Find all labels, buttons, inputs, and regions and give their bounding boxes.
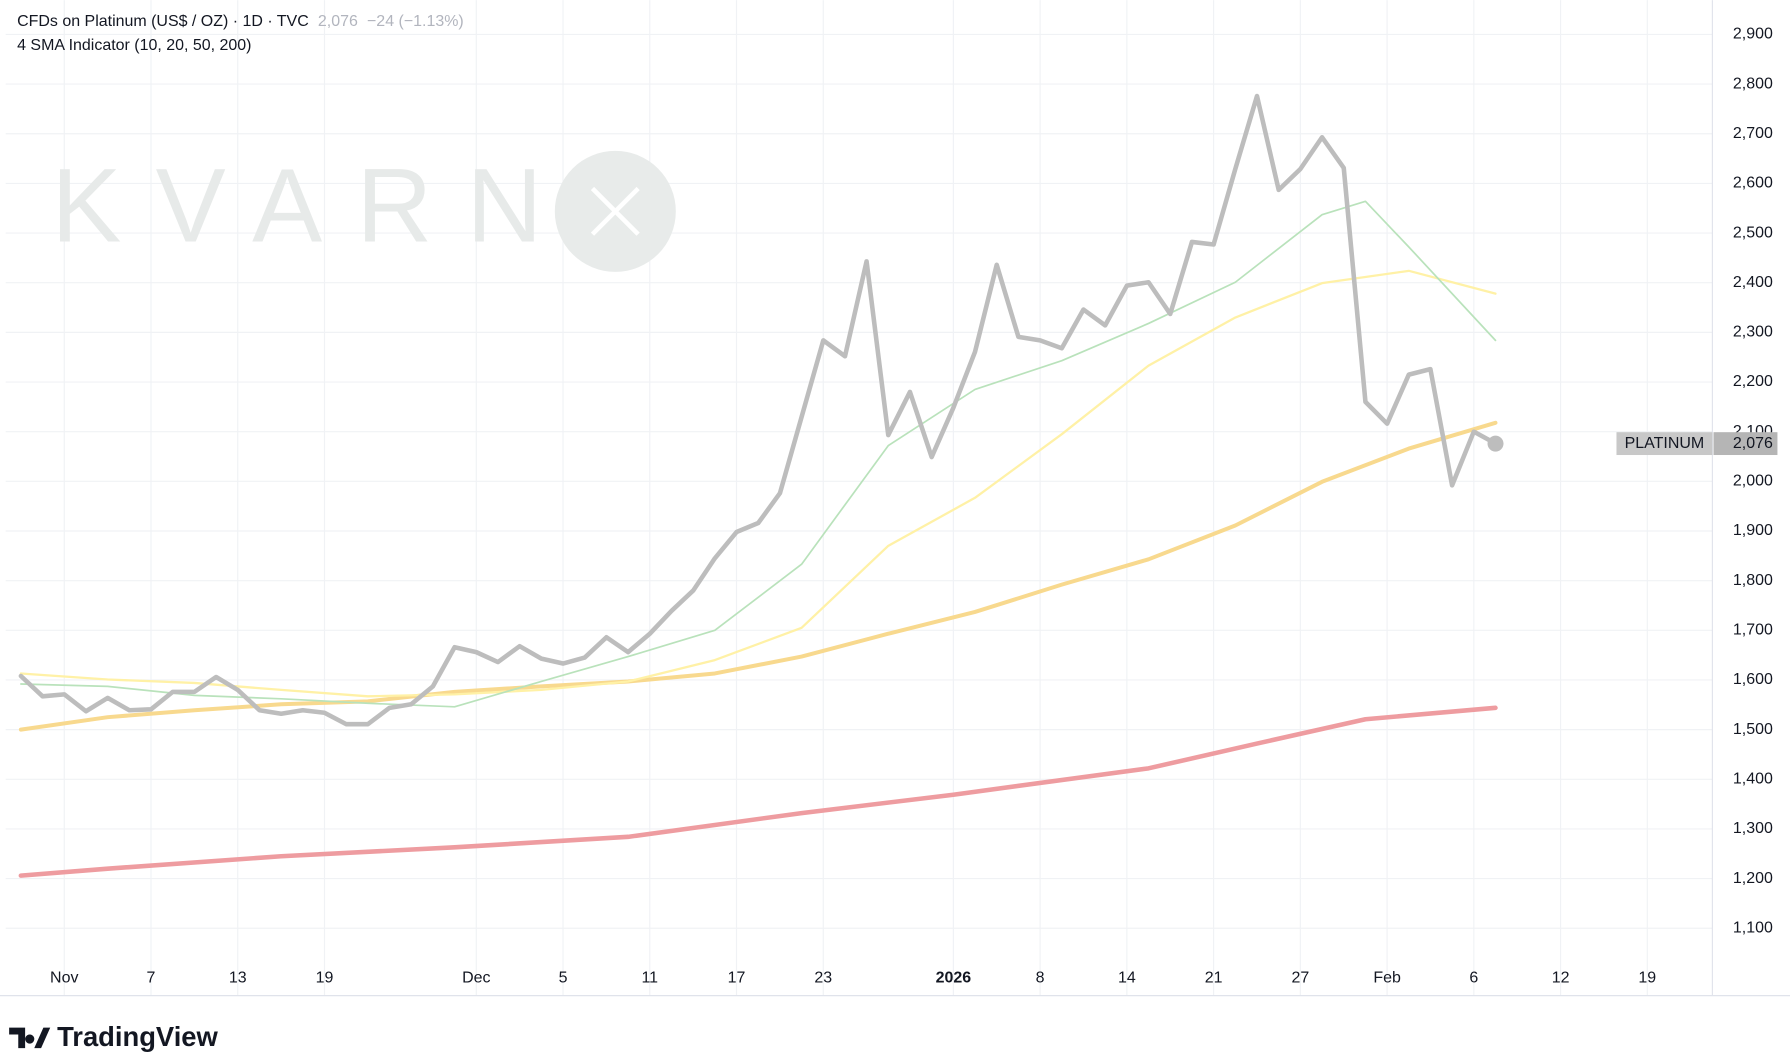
y-tick-label: 2,600 [1733, 175, 1773, 192]
x-tick-label: 8 [1036, 970, 1045, 987]
axes: 1,100 1,200 1,300 1,400 1,500 1,600 1,700 1,800… [50, 26, 1773, 987]
plot-area [18, 93, 1498, 878]
y-tick-label: 2,000 [1733, 473, 1773, 490]
x-tick-label: 14 [1118, 970, 1136, 987]
x-tick-label: 2026 [936, 970, 972, 987]
x-tick-label: Dec [462, 970, 490, 987]
x-tick-label: 12 [1552, 970, 1570, 987]
x-tick-label: Nov [50, 970, 78, 987]
x-tick-label: 17 [728, 970, 746, 987]
y-tick-label: 1,400 [1733, 771, 1773, 788]
subtitle: 4 SMA Indicator (10, 20, 50, 200) [17, 37, 251, 54]
last-point [1487, 435, 1504, 452]
x-tick-label: 19 [1638, 970, 1656, 987]
series-line [19, 269, 1497, 698]
last-price: 2,076 [318, 13, 358, 30]
y-tick-label: 2,700 [1733, 125, 1773, 142]
x-tick-label: 19 [316, 970, 334, 987]
x-tick-label: 11 [641, 970, 658, 987]
price-change: −24 (−1.13%) [367, 13, 464, 30]
y-tick-label: 2,500 [1733, 224, 1773, 241]
grid [5, 0, 1713, 996]
x-tick-label: 13 [229, 970, 247, 987]
y-tick-label: 2,200 [1733, 373, 1773, 390]
y-tick-label: 2,800 [1733, 75, 1773, 92]
series-line [18, 420, 1498, 732]
source: TradingView [57, 1021, 218, 1052]
price-label-value: 2,076 [1733, 435, 1773, 452]
y-tick-label: 1,800 [1733, 572, 1773, 589]
title: CFDs on Platinum (US$ / OZ) · 1D · TVC [17, 13, 309, 30]
price-label-name: PLATINUM [1625, 435, 1705, 452]
y-tick-label: 1,900 [1733, 522, 1773, 539]
y-tick-label: 2,400 [1733, 274, 1773, 291]
y-tick-label: 2,900 [1733, 26, 1773, 43]
y-tick-label: 1,100 [1733, 919, 1773, 936]
y-tick-label: 1,300 [1733, 820, 1773, 837]
x-tick-label: Feb [1373, 970, 1401, 987]
watermark: KVARN [51, 147, 676, 272]
y-tick-label: 1,500 [1733, 721, 1773, 738]
chart-title: CFDs on Platinum (US$ / OZ) · 1D · TVC 2,… [17, 13, 464, 30]
logo-icon [9, 1027, 51, 1049]
series-line [18, 93, 1498, 727]
y-tick-label: 2,300 [1733, 324, 1773, 341]
watermark-text: KVARN [51, 147, 576, 264]
series-line [18, 705, 1498, 878]
x-tick-label: 23 [814, 970, 832, 987]
x-tick-label: 21 [1205, 970, 1223, 987]
series-line [20, 200, 1497, 708]
x-tick-label: 5 [559, 970, 568, 987]
price-label-box [1616, 432, 1713, 456]
y-tick-label: 1,700 [1733, 622, 1773, 639]
x-tick-label: 27 [1291, 970, 1309, 987]
x-tick-label: 7 [147, 970, 156, 987]
watermark-logo [590, 186, 640, 236]
y-tick-label: 1,600 [1733, 671, 1773, 688]
source-logo: TradingView [9, 1021, 219, 1052]
y-tick-label: 1,200 [1733, 870, 1773, 887]
x-tick-label: 6 [1469, 970, 1478, 987]
price-label-box [1713, 432, 1778, 456]
